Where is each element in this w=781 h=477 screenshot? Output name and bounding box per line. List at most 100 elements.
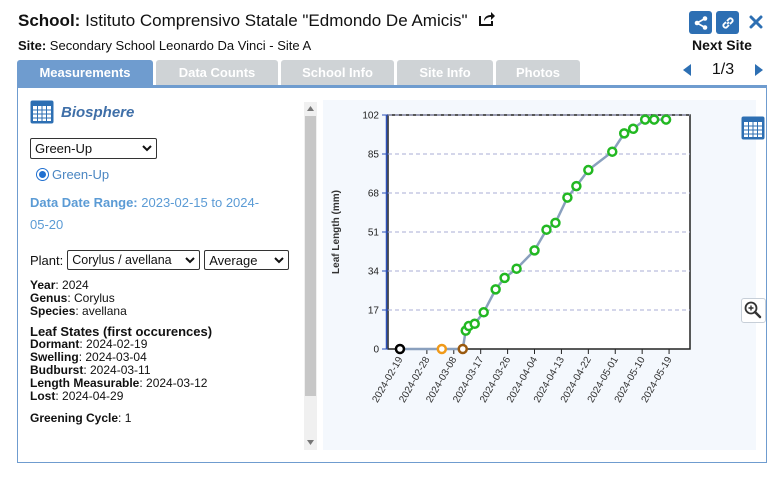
prev-arrow-icon[interactable] (680, 63, 694, 77)
length-value: 2024-03-12 (146, 376, 208, 390)
chart-panel: 0 17 34 51 68 85 102 2024-02-19 2024-02-28 2024-… (323, 100, 766, 450)
share-button[interactable] (689, 11, 712, 34)
budburst-label: Budburst (30, 363, 84, 377)
link-button[interactable] (716, 11, 739, 34)
data-point[interactable] (648, 114, 660, 125)
data-point[interactable] (639, 114, 651, 125)
y-tick-label: 102 (362, 111, 379, 122)
y-axis-ticks: 0 17 34 51 68 85 102 (362, 111, 388, 356)
dormant-label: Dormant (30, 337, 80, 351)
dormant-value: 2024-02-19 (86, 337, 148, 351)
swelling-value: 2024-03-04 (85, 350, 147, 364)
x-axis-ticks: 2024-02-192024-02-282024-03-082024-03-17… (370, 349, 675, 405)
data-point[interactable] (541, 224, 552, 235)
data-point[interactable] (394, 343, 406, 355)
dataset-title: Biosphere (61, 103, 135, 121)
tab-bar: Measurements Data Counts School Info Sit… (17, 60, 583, 85)
dataset-details: Biosphere Green-Up Green-Up Data Date Ra… (30, 100, 300, 450)
data-point[interactable] (529, 245, 540, 256)
data-point[interactable] (490, 284, 501, 295)
tab-school-info[interactable]: School Info (281, 60, 394, 85)
y-tick-label: 34 (368, 267, 380, 278)
length-label: Length Measurable (30, 376, 140, 390)
table-view-button[interactable] (741, 116, 765, 140)
data-point[interactable] (511, 263, 522, 274)
dormant-row: Dormant: 2024-02-19 (30, 337, 148, 351)
share-out-icon[interactable] (478, 11, 496, 32)
data-date-range: Data Date Range: 2023-02-15 to 2024- 05-… (30, 192, 300, 236)
tab-data-counts[interactable]: Data Counts (156, 60, 278, 85)
year-row: Year: 2024 (30, 278, 89, 292)
data-points (394, 114, 672, 355)
tab-site-info[interactable]: Site Info (397, 60, 493, 85)
school-label: School: (18, 11, 81, 30)
data-point[interactable] (571, 180, 582, 192)
data-point[interactable] (550, 217, 561, 229)
data-point[interactable] (457, 343, 469, 355)
species-value: avellana (82, 304, 127, 318)
lost-value: 2024-04-29 (62, 389, 124, 403)
tab-photos[interactable]: Photos (496, 60, 580, 85)
pager-count: 1/3 (711, 61, 735, 78)
site-name: Secondary School Leonardo Da Vinci - Sit… (49, 38, 312, 53)
tab-measurements[interactable]: Measurements (17, 60, 153, 85)
data-point[interactable] (478, 307, 489, 318)
zoom-button[interactable] (741, 298, 766, 323)
green-up-radio[interactable]: Green-Up (36, 167, 300, 182)
measurements-panel: Biosphere Green-Up Green-Up Data Date Ra… (17, 85, 767, 463)
swelling-row: Swelling: 2024-03-04 (30, 350, 147, 364)
scroll-up-icon[interactable] (307, 106, 314, 111)
data-point[interactable] (469, 318, 480, 330)
lost-label: Lost (30, 389, 56, 403)
genus-value: Corylus (74, 291, 115, 305)
y-tick-label: 0 (373, 345, 379, 356)
scroll-down-icon[interactable] (307, 440, 314, 445)
data-point[interactable] (562, 192, 573, 203)
leaf-states-title-text: Leaf States (first occurences) (30, 324, 213, 339)
zoom-in-icon (744, 301, 762, 319)
next-arrow-icon[interactable] (752, 63, 766, 77)
leaf-states: Leaf States (first occurences) Dormant: … (30, 325, 300, 403)
data-point[interactable] (627, 123, 639, 135)
dataset-header: Biosphere (30, 100, 300, 124)
link-icon (721, 16, 734, 29)
greening-value: 1 (124, 411, 132, 425)
y-tick-label: 17 (368, 306, 380, 317)
stat-select[interactable]: Average (204, 250, 290, 270)
range-value-1: 2023-02-15 to 2024- (141, 195, 260, 210)
share-icon (694, 15, 707, 30)
school-name: Istituto Comprensivo Statale "Edmondo De… (85, 11, 468, 30)
close-button[interactable] (745, 11, 767, 33)
measurement-select-value: Green-Up (35, 141, 93, 156)
school-title: School: Istituto Comprensivo Statale "Ed… (18, 11, 496, 32)
close-icon (749, 15, 763, 29)
measurement-select[interactable]: Green-Up (30, 138, 157, 159)
data-point[interactable] (607, 146, 618, 157)
data-point[interactable] (618, 128, 630, 139)
data-point[interactable] (660, 114, 672, 125)
leaf-states-title: Leaf States (first occurences) (30, 325, 300, 338)
y-tick-label: 68 (368, 189, 380, 200)
year-label: Year (30, 278, 56, 292)
data-point[interactable] (499, 272, 510, 284)
range-value-2: 05-20 (30, 217, 64, 232)
next-site-label[interactable]: Next Site (692, 37, 752, 53)
site-line: Site: Secondary School Leonardo Da Vinci… (18, 38, 311, 53)
chevron-down-icon (185, 256, 195, 263)
length-row: Length Measurable: 2024-03-12 (30, 376, 208, 390)
plant-info: Year: 2024 Genus: Corylus Species: avell… (30, 279, 300, 318)
budburst-value: 2024-03-11 (90, 363, 151, 377)
scrollbar-thumb[interactable] (305, 116, 316, 396)
plant-row: Plant: Corylus / avellana Average (30, 250, 300, 270)
species-label: Species (30, 304, 76, 318)
data-point[interactable] (583, 164, 594, 176)
radio-label: Green-Up (52, 167, 110, 182)
site-pager: 1/3 (680, 59, 766, 81)
details-scrollbar[interactable] (304, 102, 317, 450)
radio-selected-icon (36, 168, 49, 181)
plant-select[interactable]: Corylus / avellana (67, 250, 201, 270)
data-point[interactable] (436, 343, 448, 355)
y-axis-label: Leaf Length (mm) (331, 190, 342, 274)
grid-lines (388, 114, 690, 311)
